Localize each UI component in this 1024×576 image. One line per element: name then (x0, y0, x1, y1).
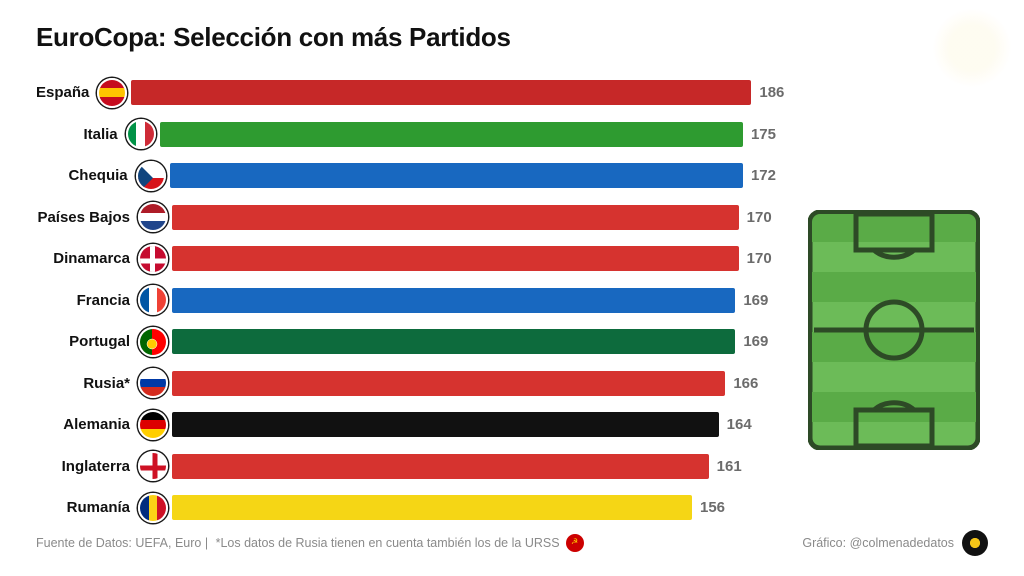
bar-value: 175 (751, 126, 776, 143)
bar-value: 172 (751, 167, 776, 184)
bar-track: 170 (172, 197, 776, 239)
flag-icon (138, 410, 168, 440)
svg-text:☭: ☭ (571, 537, 578, 546)
row-label: Francia (36, 292, 136, 309)
bar-value: 170 (747, 250, 772, 267)
chart-row: Portugal 169 (36, 321, 776, 363)
row-label: Portugal (36, 333, 136, 350)
chart-row: Países Bajos 170 (36, 197, 776, 239)
flag-icon (138, 368, 168, 398)
flag-icon (126, 119, 156, 149)
football-pitch-illustration (808, 210, 980, 450)
bar (172, 371, 725, 396)
row-label: España (36, 84, 95, 101)
bar-track: 175 (160, 114, 776, 156)
credit: Gráfico: @colmenadedatos (802, 530, 988, 556)
flag-icon (138, 244, 168, 274)
row-label: Alemania (36, 416, 136, 433)
bar-value: 164 (727, 416, 752, 433)
flag-icon (138, 493, 168, 523)
flag-icon (97, 78, 127, 108)
row-label: Chequia (36, 167, 134, 184)
credit-badge-icon (962, 530, 988, 556)
row-label: Países Bajos (36, 209, 136, 226)
bar-track: 186 (131, 72, 784, 114)
bar-track: 172 (170, 155, 776, 197)
flag-icon (138, 285, 168, 315)
bar (131, 80, 751, 105)
bar-track: 166 (172, 363, 776, 405)
bar (170, 163, 743, 188)
bar-chart: España 186 Italia 175 Chequia 172 País (36, 72, 776, 529)
chart-row: Dinamarca 170 (36, 238, 776, 280)
chart-row: Chequia 172 (36, 155, 776, 197)
ussr-flag-icon: ☭ (566, 534, 584, 552)
chart-row: Alemania 164 (36, 404, 776, 446)
source-label: Fuente de Datos: UEFA, Euro (36, 536, 201, 550)
bar-value: 170 (747, 209, 772, 226)
chart-footer: Fuente de Datos: UEFA, Euro | *Los datos… (36, 530, 988, 556)
footnote: *Los datos de Rusia tienen en cuenta tam… (216, 536, 560, 550)
chart-row: Francia 169 (36, 280, 776, 322)
credit-label: Gráfico: @colmenadedatos (802, 536, 954, 550)
bar-value: 166 (733, 375, 758, 392)
bar (172, 205, 739, 230)
bar (172, 246, 739, 271)
chart-row: España 186 (36, 72, 776, 114)
row-label: Inglaterra (36, 458, 136, 475)
bar-track: 164 (172, 404, 776, 446)
flag-icon (138, 327, 168, 357)
chart-title: EuroCopa: Selección con más Partidos (36, 22, 511, 53)
row-label: Dinamarca (36, 250, 136, 267)
row-label: Italia (36, 126, 124, 143)
row-label: Rumanía (36, 499, 136, 516)
bar-value: 156 (700, 499, 725, 516)
bar-track: 169 (172, 280, 776, 322)
bar (172, 329, 735, 354)
flag-icon (136, 161, 166, 191)
bar (172, 495, 692, 520)
bar-value: 186 (759, 84, 784, 101)
flag-icon (138, 451, 168, 481)
chart-row: Rusia* 166 (36, 363, 776, 405)
row-label: Rusia* (36, 375, 136, 392)
bar (172, 412, 719, 437)
bar-value: 169 (743, 292, 768, 309)
flag-icon (138, 202, 168, 232)
chart-row: Rumanía 156 (36, 487, 776, 529)
bar (172, 288, 735, 313)
chart-row: Inglaterra 161 (36, 446, 776, 488)
bar-track: 170 (172, 238, 776, 280)
bar-track: 161 (172, 446, 776, 488)
bar-value: 161 (717, 458, 742, 475)
bar-track: 156 (172, 487, 776, 529)
bar-track: 169 (172, 321, 776, 363)
chart-row: Italia 175 (36, 114, 776, 156)
watermark-logo (932, 8, 1012, 88)
bar-value: 169 (743, 333, 768, 350)
bar (172, 454, 709, 479)
bar (160, 122, 743, 147)
